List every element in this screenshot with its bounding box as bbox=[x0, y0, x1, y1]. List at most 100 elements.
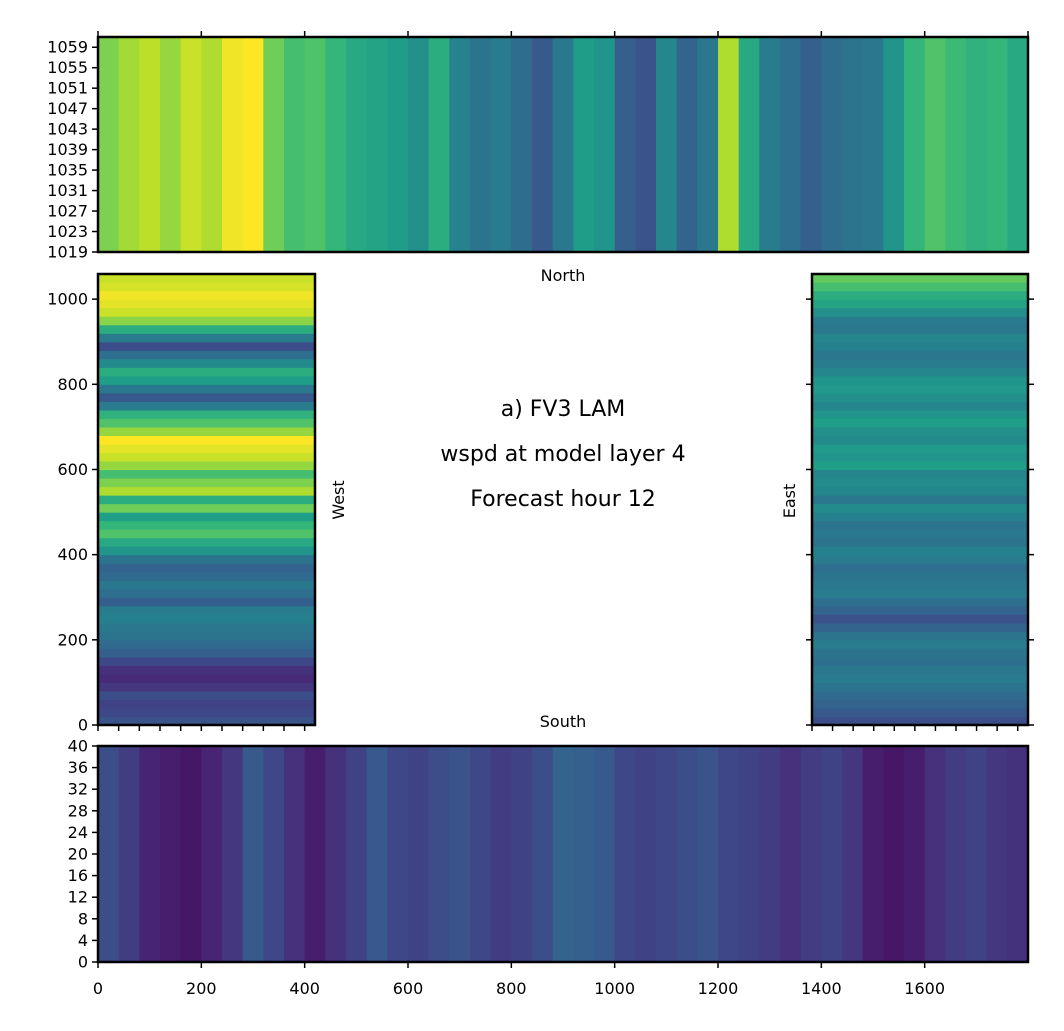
east-cell bbox=[812, 588, 1028, 598]
east-cell bbox=[812, 333, 1028, 343]
north-cell bbox=[759, 37, 781, 252]
east-cell bbox=[812, 571, 1028, 581]
south-y-tick-label: 4 bbox=[78, 931, 88, 950]
east-cell bbox=[812, 716, 1028, 726]
east-cell bbox=[812, 503, 1028, 513]
east-cell bbox=[812, 418, 1028, 428]
south-cell bbox=[594, 746, 616, 962]
west-cell bbox=[98, 443, 315, 454]
east-cell bbox=[812, 580, 1028, 590]
west-cell bbox=[98, 520, 315, 530]
east-cell bbox=[812, 639, 1028, 649]
east-cell bbox=[812, 605, 1028, 615]
south-cell bbox=[242, 746, 264, 962]
south-cell bbox=[924, 746, 946, 962]
east-cell bbox=[812, 520, 1028, 530]
east-cell bbox=[812, 401, 1028, 411]
west-side-label: West bbox=[329, 480, 348, 519]
south-cell bbox=[718, 746, 740, 962]
west-cell bbox=[98, 554, 315, 564]
west-y-tick-label: 400 bbox=[57, 545, 88, 564]
west-cell bbox=[98, 333, 315, 343]
west-cell bbox=[98, 409, 315, 419]
south-cell bbox=[222, 746, 244, 962]
south-y-tick-label: 36 bbox=[68, 758, 88, 777]
east-cell bbox=[812, 707, 1028, 718]
west-cell bbox=[98, 452, 315, 462]
north-cell bbox=[842, 37, 864, 252]
north-cell bbox=[821, 37, 843, 252]
west-frame bbox=[96, 272, 317, 727]
north-cell bbox=[470, 37, 492, 252]
south-cell bbox=[511, 746, 533, 962]
south-y-tick-label: 40 bbox=[68, 737, 88, 756]
west-cell bbox=[98, 563, 315, 573]
east-panel bbox=[806, 272, 1034, 731]
east-cell bbox=[812, 665, 1028, 675]
south-x-tick-label: 1000 bbox=[594, 979, 635, 998]
south-cell bbox=[160, 746, 182, 962]
north-y-tick-label: 1031 bbox=[47, 181, 88, 200]
south-cell bbox=[470, 746, 492, 962]
north-cell bbox=[697, 37, 719, 252]
south-cell bbox=[532, 746, 554, 962]
north-cell bbox=[428, 37, 450, 252]
south-x-tick-label: 1600 bbox=[904, 979, 945, 998]
east-cell bbox=[812, 307, 1028, 317]
panel-labels: North South West East bbox=[329, 266, 799, 731]
south-cell bbox=[490, 746, 512, 962]
west-cell bbox=[98, 324, 315, 334]
west-cell bbox=[98, 486, 315, 496]
south-cell bbox=[573, 746, 595, 962]
east-cell bbox=[812, 341, 1028, 351]
north-y-tick-label: 1047 bbox=[47, 99, 88, 118]
north-cell bbox=[201, 37, 223, 252]
west-cell bbox=[98, 392, 315, 402]
west-cell bbox=[98, 401, 315, 411]
north-cell bbox=[718, 37, 740, 252]
south-cell bbox=[408, 746, 430, 962]
south-side-label: South bbox=[540, 712, 587, 731]
south-cell bbox=[676, 746, 698, 962]
east-cell bbox=[812, 631, 1028, 641]
south-cell bbox=[180, 746, 202, 962]
north-cell bbox=[573, 37, 595, 252]
east-cell bbox=[812, 384, 1028, 394]
west-cell bbox=[98, 571, 315, 581]
north-cell bbox=[614, 37, 636, 252]
west-cell bbox=[98, 716, 315, 726]
east-cell bbox=[812, 546, 1028, 556]
east-cell bbox=[812, 529, 1028, 539]
north-cell bbox=[780, 37, 802, 252]
south-cell bbox=[346, 746, 368, 962]
west-cell bbox=[98, 435, 315, 445]
south-cell bbox=[552, 746, 574, 962]
east-cell bbox=[812, 656, 1028, 666]
east-cell bbox=[812, 512, 1028, 522]
south-y-tick-label: 8 bbox=[78, 909, 88, 928]
south-cell bbox=[118, 746, 140, 962]
south-x-tick-label: 800 bbox=[496, 979, 527, 998]
north-cell bbox=[738, 37, 760, 252]
north-cell bbox=[180, 37, 202, 252]
north-y-tick-label: 1055 bbox=[47, 58, 88, 77]
north-cell bbox=[490, 37, 512, 252]
south-cell bbox=[986, 746, 1008, 962]
west-cell bbox=[98, 350, 315, 360]
west-cell bbox=[98, 673, 315, 684]
west-cell bbox=[98, 290, 315, 300]
south-cell bbox=[945, 746, 967, 962]
east-cell bbox=[812, 495, 1028, 505]
north-cell bbox=[635, 37, 657, 252]
north-cell bbox=[160, 37, 182, 252]
west-cell bbox=[98, 699, 315, 709]
east-cell bbox=[812, 316, 1028, 326]
west-cell bbox=[98, 418, 315, 428]
east-cell bbox=[812, 597, 1028, 607]
north-cell bbox=[924, 37, 946, 252]
north-cell bbox=[346, 37, 368, 252]
south-y-tick-label: 12 bbox=[68, 888, 88, 907]
east-cell bbox=[812, 486, 1028, 496]
